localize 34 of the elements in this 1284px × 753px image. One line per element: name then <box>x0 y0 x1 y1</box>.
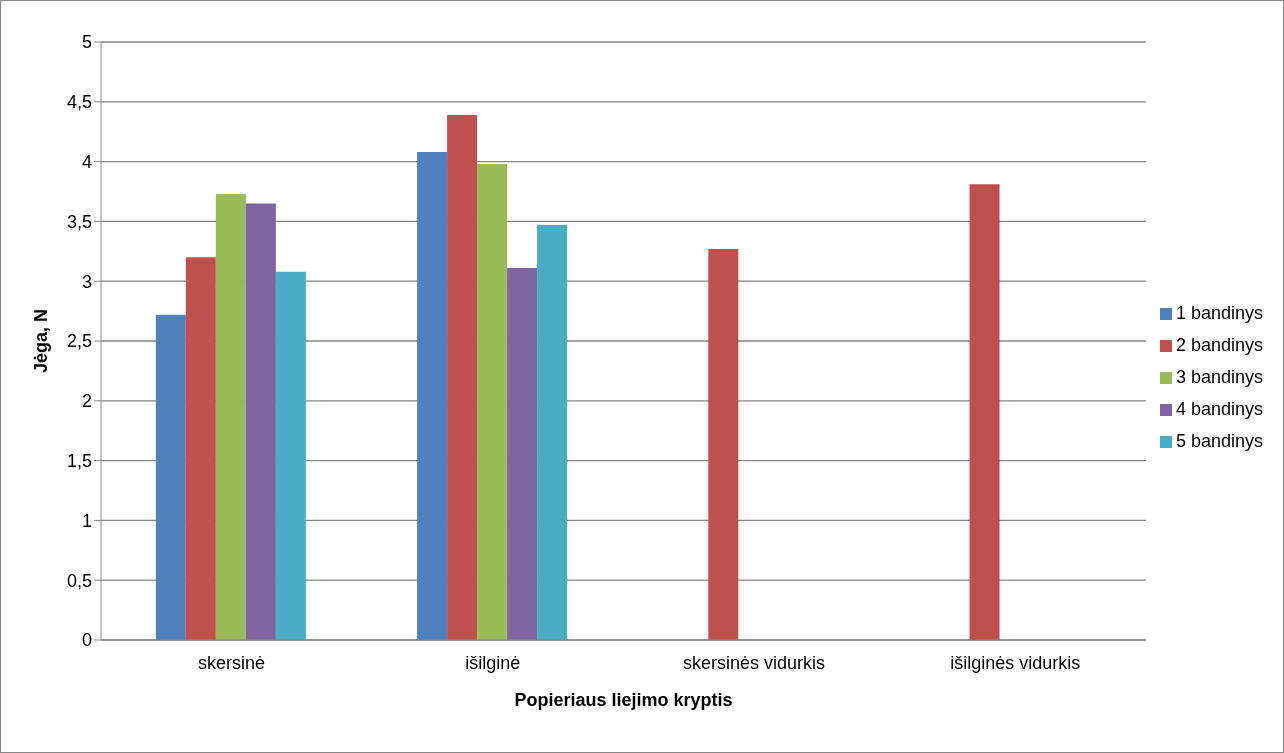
x-axis-title: Popieriaus liejimo kryptis <box>514 690 733 710</box>
y-tick-label: 0,5 <box>66 570 92 591</box>
y-tick-label: 4 <box>81 151 92 172</box>
y-tick-label: 1 <box>81 510 92 531</box>
bar <box>155 314 186 640</box>
bar <box>275 271 306 640</box>
y-axis-title: Jėga, N <box>31 308 52 374</box>
bar <box>507 268 538 640</box>
y-tick-label: 1,5 <box>66 450 92 471</box>
bar <box>969 184 1000 640</box>
bar <box>245 203 276 640</box>
y-tick-label: 2 <box>81 391 92 412</box>
bar <box>215 193 246 640</box>
x-tick-label: išilginė <box>465 652 521 673</box>
legend-label: 5 bandinys <box>1175 430 1263 451</box>
x-tick-label: skersinės vidurkis <box>683 652 826 673</box>
legend-label: 1 bandinys <box>1175 302 1263 323</box>
x-tick-label: skersinė <box>198 652 266 673</box>
y-tick-label: 5 <box>81 32 92 53</box>
legend-label: 3 bandinys <box>1175 366 1263 387</box>
legend-label: 4 bandinys <box>1175 398 1263 419</box>
bar <box>447 114 478 640</box>
x-tick-label: išilginės vidurkis <box>950 652 1081 673</box>
bar <box>708 248 739 640</box>
y-tick-label: 0 <box>81 630 92 651</box>
legend-label: 2 bandinys <box>1175 334 1263 355</box>
y-tick-label: 3,5 <box>66 211 92 232</box>
bar <box>537 224 568 640</box>
bar <box>477 163 508 640</box>
bar <box>417 152 448 640</box>
y-tick-label: 2,5 <box>66 331 92 352</box>
y-tick-label: 3 <box>81 271 92 292</box>
y-tick-label: 4,5 <box>66 92 92 113</box>
bar <box>185 257 216 640</box>
